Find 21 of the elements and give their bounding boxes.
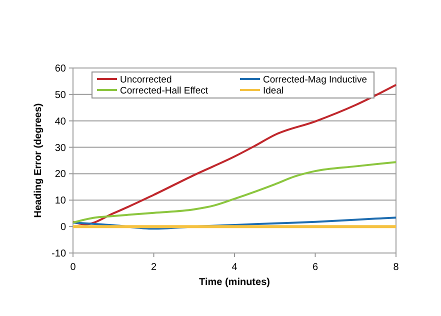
legend-label: Corrected-Hall Effect <box>120 85 208 96</box>
y-tick-label: 40 <box>54 116 66 128</box>
y-axis-title: Heading Error (degrees) <box>33 103 44 218</box>
y-tick-label: 20 <box>54 169 66 180</box>
x-tick-label: 8 <box>393 262 400 273</box>
legend-label: Ideal <box>263 85 284 96</box>
y-tick-label: 60 <box>54 64 66 74</box>
y-tick-label: 0 <box>60 222 66 234</box>
x-tick-label: 6 <box>312 262 318 273</box>
y-tick-label: 10 <box>54 196 66 207</box>
x-axis-title: Time (minutes) <box>199 277 270 288</box>
x-tick-label: 2 <box>150 262 157 273</box>
x-tick-label: 0 <box>70 262 76 273</box>
y-tick-label: 30 <box>54 142 66 154</box>
legend-label: Corrected-Mag Inductive <box>263 74 368 86</box>
legend-label: Uncorrected <box>120 74 172 86</box>
x-tick-label: 4 <box>232 262 238 273</box>
y-tick-label: 50 <box>54 90 66 101</box>
y-tick-label: -10 <box>52 248 66 260</box>
line-series <box>72 84 397 226</box>
line-series <box>72 161 397 224</box>
